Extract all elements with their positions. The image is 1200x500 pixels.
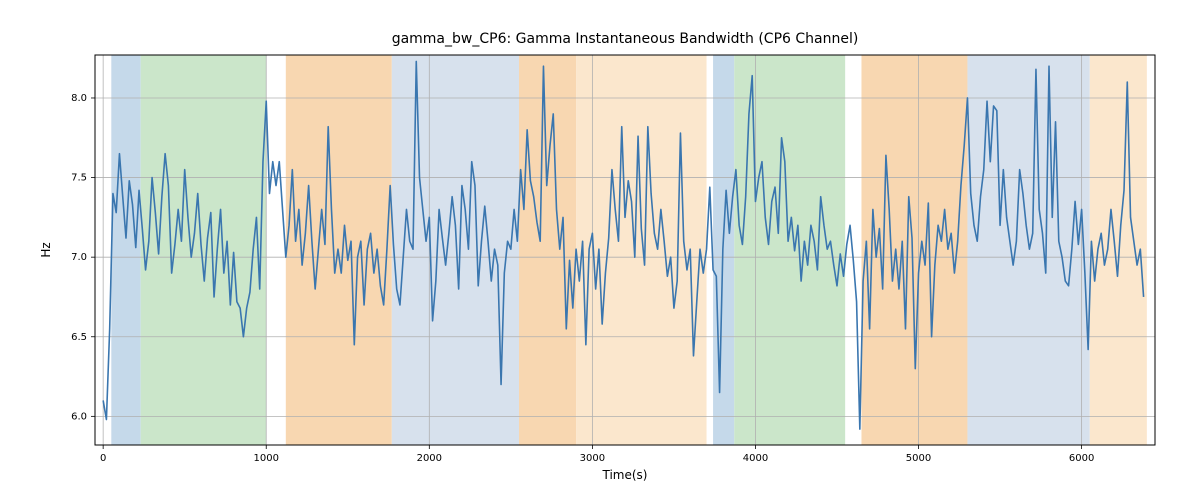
band [734, 55, 845, 445]
x-tick-label: 4000 [743, 453, 768, 464]
y-tick-label: 7.5 [71, 173, 87, 184]
timeseries-chart: 0 1000 2000 3000 4000 5000 6000 6.0 6.5 7.0 7.5 8.0… [0, 0, 1200, 500]
y-tick-label: 6.0 [71, 411, 87, 422]
band [713, 55, 734, 445]
chart-container: 0 1000 2000 3000 4000 5000 6000 6.0 6.5 7.0 7.5 8.0… [0, 0, 1200, 500]
band [519, 55, 576, 445]
x-tick-label: 0 [100, 453, 106, 464]
y-tick-label: 6.5 [71, 332, 87, 343]
y-tick-label: 8.0 [71, 93, 87, 104]
x-tick-label: 5000 [906, 453, 931, 464]
x-axis-label: Time(s) [602, 468, 648, 482]
chart-title: gamma_bw_CP6: Gamma Instantaneous Bandwi… [392, 31, 859, 47]
x-tick-label: 3000 [580, 453, 605, 464]
band [111, 55, 140, 445]
band [392, 55, 519, 445]
band [576, 55, 706, 445]
y-axis-label: Hz [39, 242, 53, 257]
x-tick-label: 6000 [1069, 453, 1094, 464]
x-tick-label: 2000 [417, 453, 442, 464]
y-tick-label: 7.0 [71, 252, 87, 263]
x-tick-label: 1000 [254, 453, 279, 464]
